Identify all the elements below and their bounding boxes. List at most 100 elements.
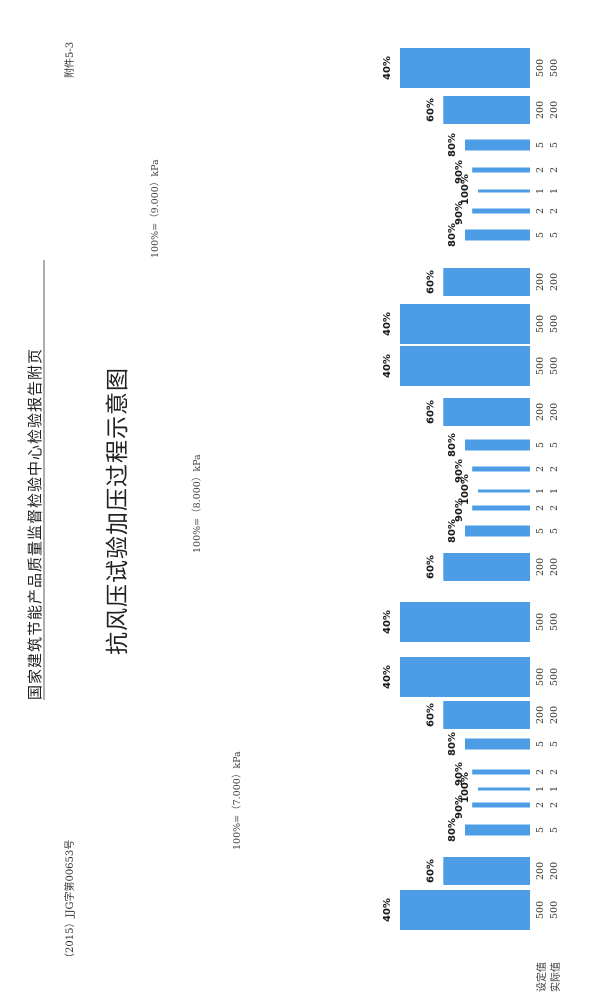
actual-value-4: 1 bbox=[549, 786, 560, 792]
bar-0 bbox=[400, 890, 530, 930]
group-label-1: 100%=（8.000）kPa bbox=[191, 454, 203, 553]
actual-value-17: 500 bbox=[549, 357, 560, 375]
bar-11 bbox=[465, 525, 530, 537]
actual-value-21: 2 bbox=[549, 208, 560, 214]
percent-label-9: 40% bbox=[382, 610, 393, 634]
set-value-5: 2 bbox=[535, 769, 546, 775]
bar-23 bbox=[472, 167, 530, 173]
org-header: 国家建筑节能产品质量监督检验中心检验报告附页 bbox=[26, 260, 45, 700]
percent-label-22: 100% bbox=[460, 174, 471, 205]
bar-20 bbox=[465, 229, 530, 241]
bar-18 bbox=[400, 304, 530, 344]
bar-25 bbox=[443, 96, 530, 124]
percent-label-24: 80% bbox=[447, 133, 458, 157]
set-value-12: 2 bbox=[535, 505, 546, 511]
set-value-18: 500 bbox=[535, 315, 546, 333]
bar-14 bbox=[472, 466, 530, 472]
set-value-3: 2 bbox=[535, 802, 546, 808]
percent-label-21: 90% bbox=[454, 201, 465, 225]
row-label-actual: 实际值 bbox=[549, 962, 562, 992]
bar-15 bbox=[465, 439, 530, 451]
set-value-26: 500 bbox=[535, 59, 546, 77]
percent-label-26: 40% bbox=[382, 56, 393, 80]
set-value-23: 2 bbox=[535, 167, 546, 173]
actual-value-20: 5 bbox=[549, 232, 560, 238]
percent-label-13: 100% bbox=[460, 474, 471, 505]
set-value-15: 5 bbox=[535, 442, 546, 448]
percent-label-25: 60% bbox=[425, 98, 436, 122]
set-value-24: 5 bbox=[535, 142, 546, 148]
set-value-4: 1 bbox=[535, 786, 546, 792]
bar-9 bbox=[400, 602, 530, 642]
bar-13 bbox=[478, 489, 530, 493]
set-value-16: 200 bbox=[535, 403, 546, 421]
set-value-19: 200 bbox=[535, 273, 546, 291]
percent-label-6: 80% bbox=[447, 732, 458, 756]
set-value-17: 500 bbox=[535, 357, 546, 375]
group-label-0: 100%=（7.000）kPa bbox=[231, 751, 243, 850]
actual-value-15: 5 bbox=[549, 442, 560, 448]
set-value-9: 500 bbox=[535, 613, 546, 631]
group-label-2: 100%=（9.000）kPa bbox=[149, 159, 161, 258]
set-value-6: 5 bbox=[535, 741, 546, 747]
actual-value-14: 2 bbox=[549, 466, 560, 472]
set-value-22: 1 bbox=[535, 188, 546, 194]
actual-value-16: 200 bbox=[549, 403, 560, 421]
actual-value-19: 200 bbox=[549, 273, 560, 291]
percent-label-4: 100% bbox=[460, 772, 471, 803]
percent-label-16: 60% bbox=[425, 400, 436, 424]
percent-label-12: 90% bbox=[454, 498, 465, 522]
bar-5 bbox=[472, 769, 530, 775]
set-value-2: 5 bbox=[535, 827, 546, 833]
bar-7 bbox=[443, 701, 530, 729]
org-header-text: 国家建筑节能产品质量监督检验中心检验报告附页 bbox=[26, 348, 44, 700]
bar-6 bbox=[465, 738, 530, 750]
bar-24 bbox=[465, 139, 530, 151]
bar-22 bbox=[478, 189, 530, 193]
bars bbox=[400, 48, 530, 930]
set-value-13: 1 bbox=[535, 488, 546, 494]
set-value-11: 5 bbox=[535, 528, 546, 534]
bar-3 bbox=[472, 802, 530, 808]
report-number: （2015）JJG字第00653号 bbox=[63, 840, 76, 963]
actual-value-22: 1 bbox=[549, 188, 560, 194]
actual-value-18: 500 bbox=[549, 315, 560, 333]
bar-21 bbox=[472, 208, 530, 214]
set-value-0: 500 bbox=[535, 901, 546, 919]
bar-12 bbox=[472, 505, 530, 511]
set-value-20: 5 bbox=[535, 232, 546, 238]
attachment-label: 附件5-3 bbox=[63, 42, 76, 78]
percent-label-10: 60% bbox=[425, 555, 436, 579]
percent-label-11: 80% bbox=[447, 519, 458, 543]
percent-label-5: 90% bbox=[454, 762, 465, 786]
set-value-8: 500 bbox=[535, 668, 546, 686]
actual-value-23: 2 bbox=[549, 167, 560, 173]
actual-value-6: 5 bbox=[549, 741, 560, 747]
set-value-21: 2 bbox=[535, 208, 546, 214]
actual-value-13: 1 bbox=[549, 488, 560, 494]
actual-value-24: 5 bbox=[549, 142, 560, 148]
bar-1 bbox=[443, 857, 530, 885]
percent-label-7: 60% bbox=[425, 703, 436, 727]
bar-10 bbox=[443, 553, 530, 581]
set-value-14: 2 bbox=[535, 466, 546, 472]
percent-label-23: 90% bbox=[454, 160, 465, 184]
percent-label-17: 40% bbox=[382, 354, 393, 378]
actual-value-0: 500 bbox=[549, 901, 560, 919]
percent-label-14: 90% bbox=[454, 459, 465, 483]
actual-value-2: 5 bbox=[549, 827, 560, 833]
percent-label-19: 60% bbox=[425, 270, 436, 294]
percent-label-18: 40% bbox=[382, 312, 393, 336]
bar-19 bbox=[443, 268, 530, 296]
actual-value-25: 200 bbox=[549, 101, 560, 119]
actual-value-9: 500 bbox=[549, 613, 560, 631]
actual-value-12: 2 bbox=[549, 505, 560, 511]
bar-4 bbox=[478, 787, 530, 791]
bar-2 bbox=[465, 824, 530, 836]
set-value-25: 200 bbox=[535, 101, 546, 119]
actual-value-26: 500 bbox=[549, 59, 560, 77]
set-value-10: 200 bbox=[535, 558, 546, 576]
bar-26 bbox=[400, 48, 530, 88]
